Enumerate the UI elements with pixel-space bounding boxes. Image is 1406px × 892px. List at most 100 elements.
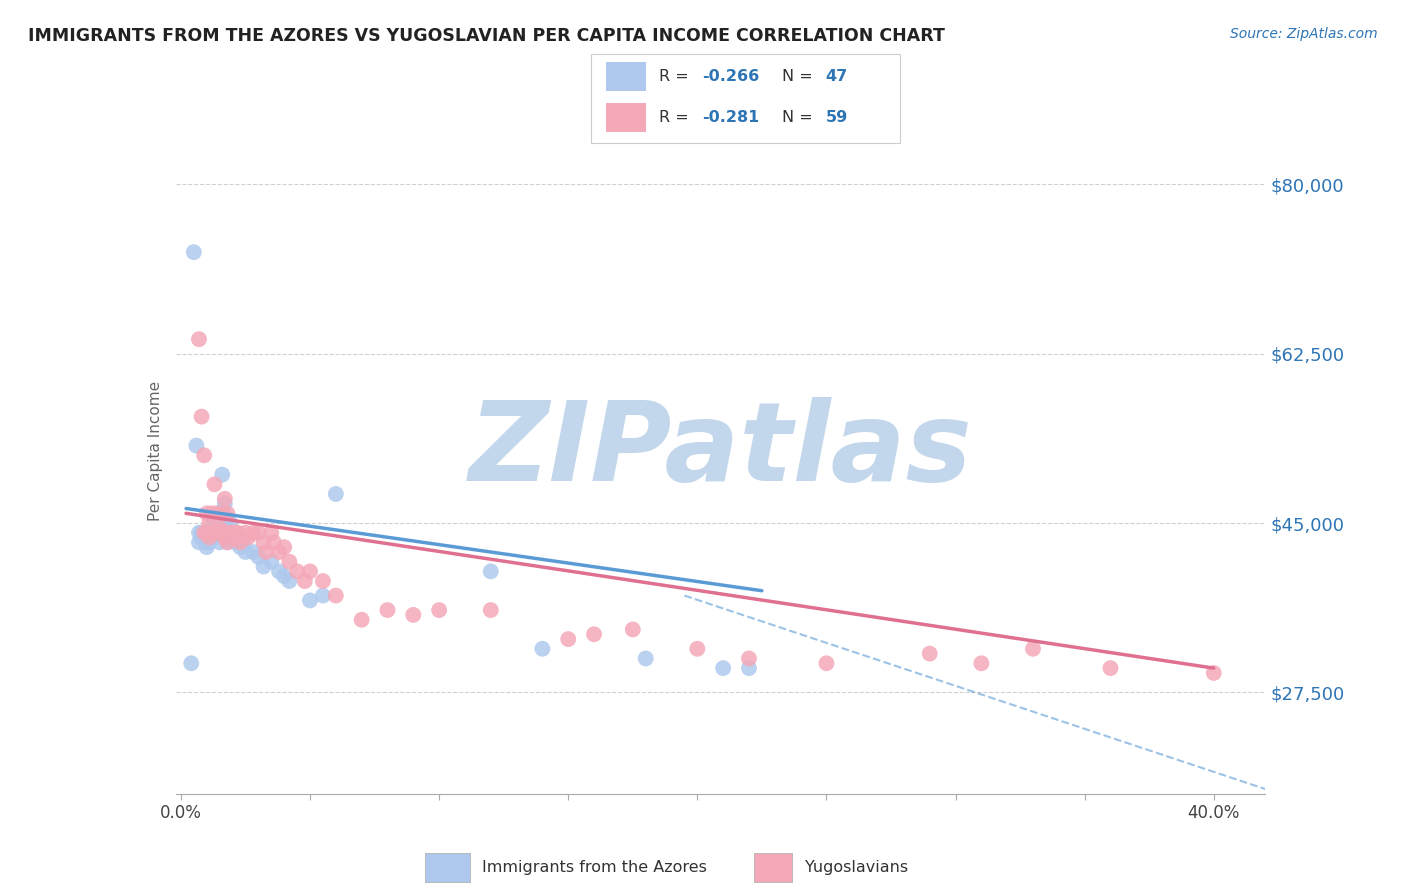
Point: [531, 641, 554, 656]
Point: [180, 657, 202, 671]
Point: [377, 603, 399, 617]
Point: [427, 603, 450, 617]
Point: [195, 535, 218, 549]
Point: [242, 545, 264, 559]
Point: [188, 535, 211, 549]
Point: [298, 565, 321, 579]
Point: [190, 409, 212, 424]
Bar: [754, 854, 793, 881]
Point: [214, 531, 236, 545]
Point: [211, 506, 233, 520]
Text: 59: 59: [825, 111, 848, 125]
Point: [195, 506, 218, 520]
Point: [285, 565, 308, 579]
Point: [229, 540, 252, 554]
Text: -0.266: -0.266: [702, 70, 759, 84]
Text: N =: N =: [782, 70, 818, 84]
FancyBboxPatch shape: [591, 54, 900, 143]
Point: [217, 511, 239, 525]
Point: [263, 535, 285, 549]
Point: [193, 531, 215, 545]
Point: [402, 607, 425, 622]
Point: [211, 525, 233, 540]
Text: Yugoslavians: Yugoslavians: [804, 860, 908, 875]
Point: [1099, 661, 1122, 675]
Point: [267, 545, 290, 559]
Text: Source: ZipAtlas.com: Source: ZipAtlas.com: [1230, 27, 1378, 41]
Point: [738, 661, 761, 675]
Point: [686, 641, 709, 656]
Text: IMMIGRANTS FROM THE AZORES VS YUGOSLAVIAN PER CAPITA INCOME CORRELATION CHART: IMMIGRANTS FROM THE AZORES VS YUGOSLAVIA…: [28, 27, 945, 45]
Point: [205, 506, 228, 520]
Point: [208, 525, 231, 540]
Point: [193, 525, 215, 540]
Point: [260, 555, 283, 569]
Point: [190, 531, 212, 545]
Text: ZIPatlas: ZIPatlas: [468, 397, 973, 504]
Point: [815, 657, 838, 671]
Point: [738, 651, 761, 665]
Point: [226, 525, 249, 540]
Point: [235, 545, 257, 559]
Point: [201, 525, 224, 540]
Point: [260, 525, 283, 540]
Point: [479, 603, 502, 617]
Point: [217, 506, 239, 520]
Point: [208, 506, 231, 520]
Point: [204, 516, 226, 530]
Point: [183, 245, 205, 260]
Point: [298, 593, 321, 607]
Point: [232, 535, 254, 549]
Point: [621, 623, 644, 637]
Point: [312, 589, 335, 603]
Point: [252, 535, 274, 549]
Bar: [426, 854, 470, 881]
Point: [711, 661, 734, 675]
Point: [193, 448, 215, 462]
Point: [918, 647, 941, 661]
Point: [201, 521, 224, 535]
Text: Immigrants from the Azores: Immigrants from the Azores: [482, 860, 707, 875]
Point: [254, 545, 277, 559]
Point: [325, 487, 347, 501]
Point: [217, 535, 239, 549]
Point: [186, 439, 208, 453]
Point: [312, 574, 335, 588]
Point: [479, 565, 502, 579]
Point: [273, 540, 295, 554]
Point: [583, 627, 606, 641]
Point: [201, 506, 224, 520]
Point: [235, 525, 257, 540]
Point: [247, 525, 270, 540]
Text: R =: R =: [658, 70, 693, 84]
Point: [242, 525, 264, 540]
Point: [195, 525, 218, 540]
Point: [970, 657, 993, 671]
Point: [294, 574, 316, 588]
Bar: [606, 103, 647, 132]
Point: [267, 565, 290, 579]
Point: [219, 525, 242, 540]
Point: [325, 589, 347, 603]
Point: [247, 549, 270, 564]
Point: [1202, 665, 1225, 680]
Point: [204, 477, 226, 491]
Point: [214, 525, 236, 540]
Point: [204, 525, 226, 540]
Point: [273, 569, 295, 583]
Point: [278, 574, 301, 588]
Point: [221, 525, 243, 540]
Point: [214, 491, 236, 506]
Point: [188, 332, 211, 346]
Point: [190, 525, 212, 540]
Text: R =: R =: [658, 111, 693, 125]
Point: [195, 540, 218, 554]
Bar: [606, 62, 647, 91]
Point: [224, 525, 246, 540]
Point: [634, 651, 657, 665]
Point: [201, 531, 224, 545]
Point: [236, 531, 259, 545]
Text: 47: 47: [825, 70, 848, 84]
Point: [193, 525, 215, 540]
Point: [198, 531, 221, 545]
